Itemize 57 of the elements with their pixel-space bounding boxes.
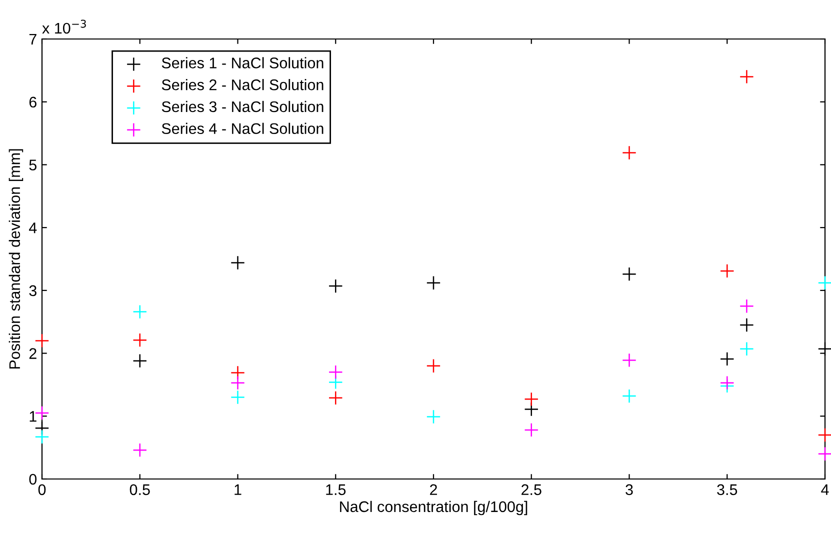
point bbox=[426, 276, 441, 290]
point bbox=[720, 352, 734, 366]
x-tick-label: 0 bbox=[38, 484, 46, 496]
point bbox=[739, 342, 754, 356]
point bbox=[132, 332, 148, 348]
point bbox=[720, 376, 734, 390]
x-tick-label: 2.5 bbox=[522, 484, 542, 496]
legend-label: Series 1 - NaCl Solution bbox=[162, 57, 324, 68]
point bbox=[524, 422, 539, 438]
point bbox=[328, 278, 343, 294]
point bbox=[622, 266, 636, 282]
legend-label: Series 3 - NaCl Solution bbox=[162, 100, 324, 112]
x-tick-label: 0.5 bbox=[130, 484, 150, 496]
point bbox=[524, 392, 539, 406]
point bbox=[328, 390, 343, 406]
point bbox=[622, 388, 636, 404]
y-tick-label: 3 bbox=[29, 285, 36, 296]
x-tick-label: 3 bbox=[626, 484, 633, 496]
point bbox=[739, 298, 754, 314]
x-tick-label: 4 bbox=[821, 484, 829, 495]
point bbox=[739, 70, 754, 84]
legend-label: Series 2 - NaCl Solution bbox=[162, 79, 324, 90]
point bbox=[622, 352, 636, 368]
point bbox=[34, 334, 50, 348]
point bbox=[818, 342, 831, 356]
y-tick-label: 0 bbox=[29, 474, 37, 485]
text: x 10$^{−3}$ bbox=[42, 20, 86, 34]
x-tick-label: 1.5 bbox=[326, 484, 346, 496]
point bbox=[426, 358, 441, 374]
x-tick-label: 2 bbox=[430, 484, 437, 495]
y-tick-label: 5 bbox=[29, 160, 36, 170]
point bbox=[230, 390, 245, 404]
point bbox=[818, 446, 831, 462]
y-tick-label: 2 bbox=[29, 348, 36, 359]
legend-label: Series 4 - NaCl Solution bbox=[162, 122, 324, 134]
x-axis-title: NaCl consentration [g/100g] bbox=[340, 500, 528, 516]
point bbox=[720, 264, 734, 278]
point bbox=[34, 406, 50, 420]
x-tick-label: 1 bbox=[234, 484, 242, 495]
point bbox=[818, 428, 831, 442]
y-tick-label: 7 bbox=[29, 34, 36, 45]
point bbox=[818, 276, 831, 290]
y-axis-title: Position standard deviation [mm] bbox=[8, 149, 24, 369]
point bbox=[622, 146, 636, 160]
point bbox=[34, 430, 50, 444]
point bbox=[230, 376, 245, 390]
point bbox=[739, 318, 754, 332]
point bbox=[230, 256, 245, 270]
y-tick-label: 6 bbox=[29, 96, 36, 108]
point bbox=[132, 304, 148, 320]
point bbox=[426, 410, 441, 424]
point bbox=[132, 442, 148, 458]
y-tick-label: 1 bbox=[30, 411, 36, 422]
point bbox=[132, 354, 148, 368]
point bbox=[328, 364, 343, 380]
x-tick-label: 3.5 bbox=[717, 484, 738, 496]
y-tick-label: 4 bbox=[28, 222, 37, 234]
